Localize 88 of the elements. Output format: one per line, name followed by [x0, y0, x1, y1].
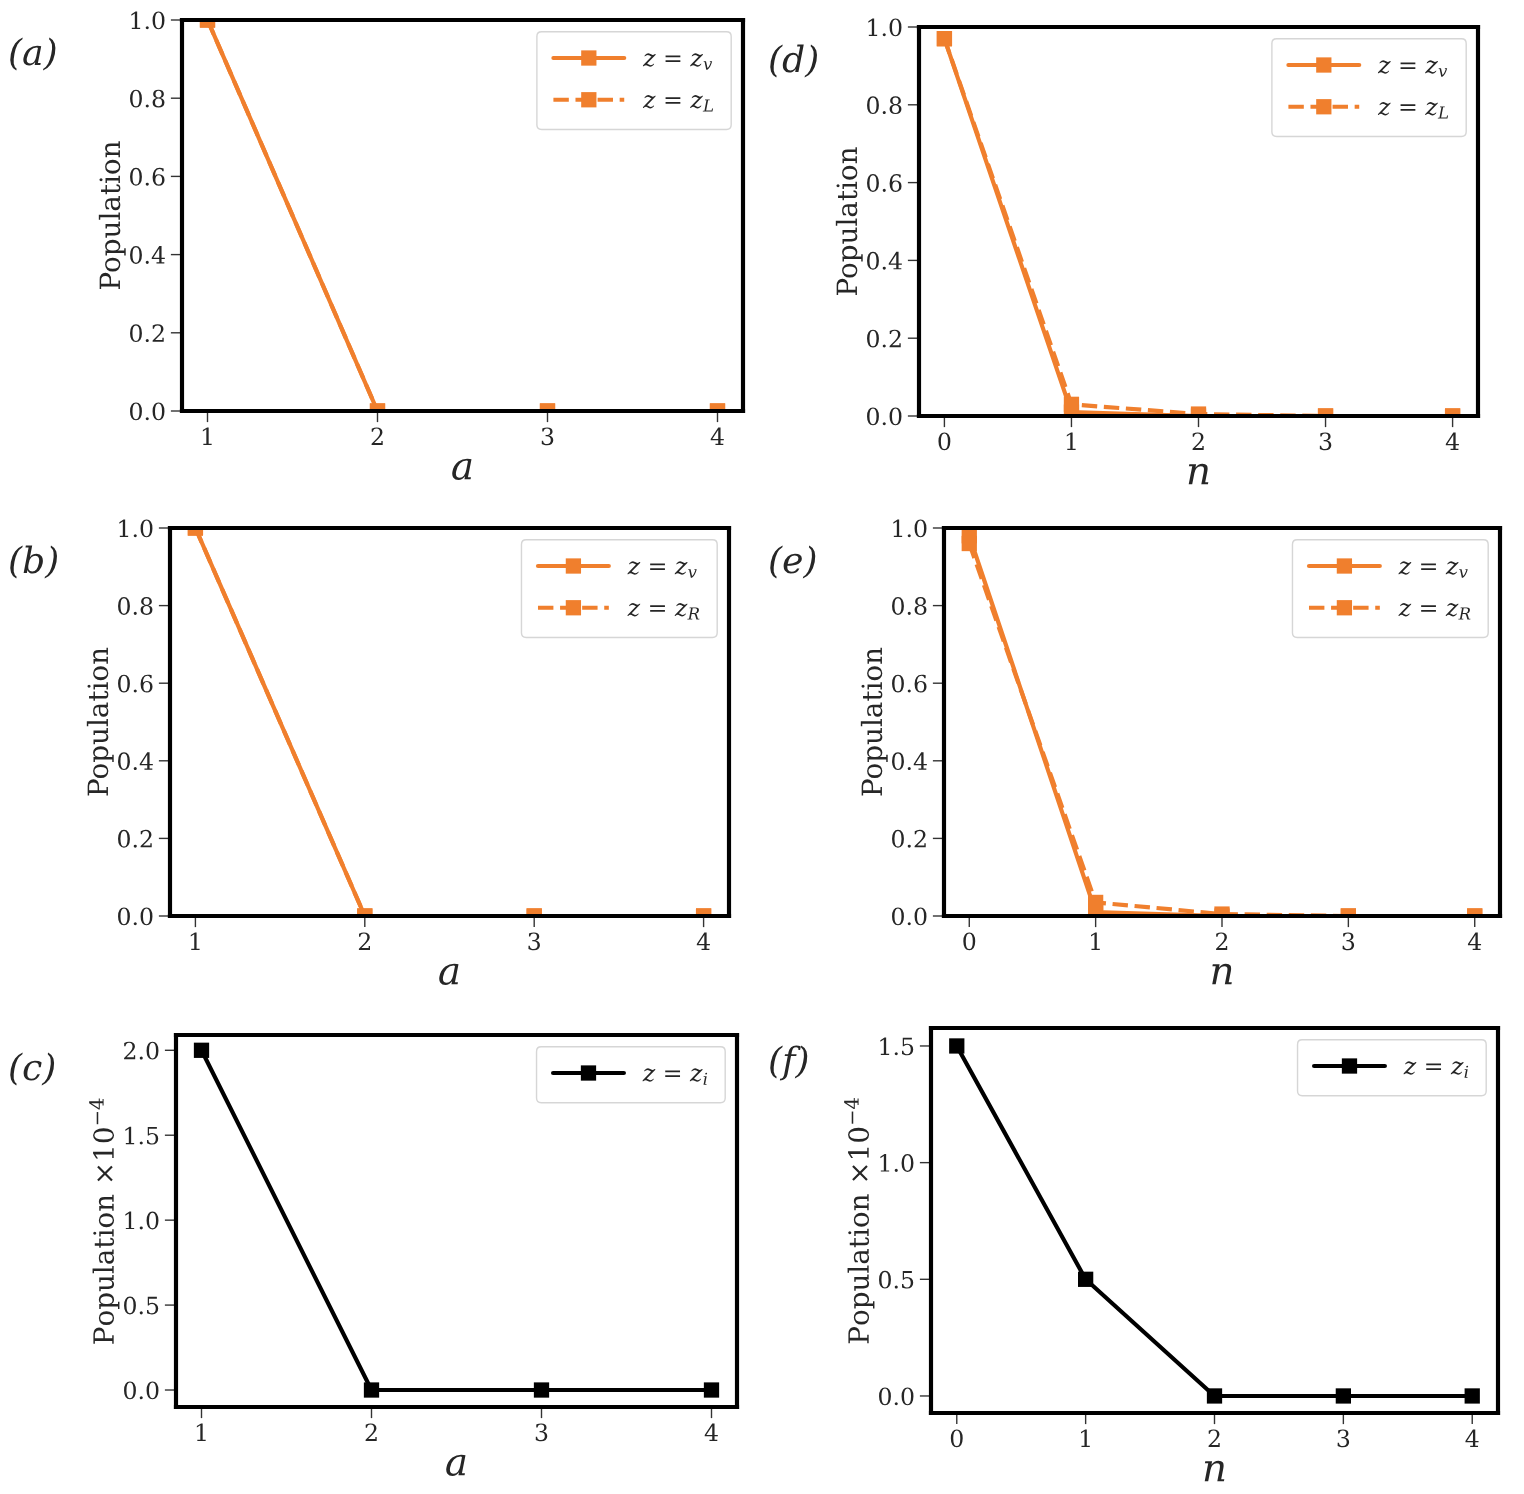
y-tick-label: 0.8: [867, 96, 902, 115]
y-tick-label: 0.4: [892, 752, 927, 771]
y-tick-label: 0.0: [130, 402, 165, 421]
y-tick-label: 0.8: [130, 89, 165, 108]
x-tick-label: 1: [1081, 1429, 1090, 1447]
text: (a): [10, 37, 56, 71]
x-tick-label: 4: [704, 1423, 718, 1441]
y-tick-label: 0.0: [867, 407, 902, 426]
legend-label: z = z$_{v}$: [1398, 561, 1468, 578]
text: (f): [770, 1045, 808, 1081]
y-tick-label: 2.0: [124, 1041, 159, 1060]
x-tick-label: 0: [963, 932, 976, 951]
x-tick-label: 2: [358, 932, 370, 950]
y-tick-label: 0.4: [130, 246, 165, 264]
x-tick-label: 1: [196, 1423, 206, 1441]
legend-label: z = z$_{R}$: [627, 603, 700, 620]
y-tick-label: 1.0: [893, 519, 927, 538]
legend-label: z = z$_{i}$: [1403, 1061, 1469, 1078]
y-tick-label: 0.2: [867, 329, 901, 348]
y-tick-label: 1.5: [125, 1126, 159, 1145]
x-tick-label: 2: [371, 427, 383, 445]
y-tick-label: 0.2: [118, 829, 152, 848]
x-tick-label: 3: [535, 1423, 548, 1442]
y-axis-title: Population: [860, 647, 888, 796]
legend-label: z = z$_{L}$: [1377, 102, 1449, 119]
x-tick-label: 0: [950, 1429, 963, 1448]
x-tick-label: 3: [1319, 432, 1332, 451]
x-axis-title: a: [439, 963, 459, 985]
x-tick-label: 3: [541, 427, 554, 446]
y-tick-label: 0.6: [892, 674, 927, 693]
y-axis-title: Population ×10$^{−4}$: [844, 1098, 875, 1344]
x-tick-label: 1: [190, 932, 200, 950]
y-tick-label: 0.2: [130, 324, 164, 343]
y-tick-label: 0.8: [892, 597, 927, 615]
x-tick-label: 1: [202, 427, 212, 445]
x-tick-label: 0: [938, 432, 951, 451]
y-tick-label: 0.6: [118, 674, 153, 693]
x-axis-title: n: [1212, 963, 1232, 985]
x-tick-label: 2: [365, 1423, 377, 1441]
legend-label: z = z$_{i}$: [642, 1068, 708, 1085]
y-tick-label: 1.0: [131, 11, 165, 30]
y-tick-label: 0.0: [118, 907, 153, 926]
y-axis-title: Population: [86, 647, 114, 796]
y-tick-label: 0.4: [867, 251, 902, 270]
y-tick-label: 0.5: [879, 1270, 914, 1289]
y-tick-label: 0.2: [892, 829, 926, 848]
x-axis-title: a: [452, 458, 472, 480]
y-tick-label: 1.0: [119, 519, 153, 538]
x-tick-label: 3: [528, 932, 540, 951]
legend-label: z = z$_{v}$: [627, 561, 697, 578]
x-tick-label: 4: [696, 932, 710, 950]
y-tick-label: 0.8: [118, 597, 153, 615]
x-tick-label: 4: [1445, 432, 1459, 450]
y-tick-label: 0.6: [867, 174, 902, 192]
legend-label: z = z$_{v}$: [1377, 60, 1448, 77]
y-tick-label: 1.0: [125, 1211, 159, 1230]
x-axis-title: n: [1204, 1460, 1225, 1482]
legend-label: z = z$_{R}$: [1398, 603, 1471, 620]
text: (c): [10, 1052, 55, 1086]
y-axis-title: Population: [835, 147, 863, 296]
y-tick-label: 0.4: [118, 752, 153, 771]
legend-label: z = z$_{v}$: [642, 53, 713, 70]
x-tick-label: 3: [1337, 1429, 1350, 1448]
y-tick-label: 1.5: [880, 1037, 914, 1056]
y-tick-label: 1.0: [880, 1154, 914, 1172]
y-tick-label: 0.0: [892, 907, 927, 926]
text: (d): [770, 44, 818, 78]
x-tick-label: 4: [1467, 932, 1482, 950]
x-tick-label: 4: [1465, 1429, 1479, 1447]
x-tick-label: 2: [1208, 1429, 1220, 1447]
x-axis-title: n: [1188, 463, 1209, 485]
text: (b): [10, 545, 58, 579]
x-tick-label: 4: [710, 427, 724, 445]
y-tick-label: 1.0: [868, 18, 902, 37]
text: (e): [770, 545, 816, 579]
y-tick-label: 0.0: [124, 1381, 159, 1400]
x-tick-label: 1: [1066, 432, 1076, 450]
x-tick-label: 3: [1342, 932, 1355, 951]
legend-label: z = z$_{L}$: [642, 95, 714, 112]
y-axis-title: Population ×10$^{−4}$: [89, 1098, 120, 1344]
y-tick-label: 0.5: [124, 1296, 159, 1315]
y-tick-label: 0.0: [879, 1387, 914, 1406]
x-tick-label: 2: [1192, 432, 1204, 450]
x-axis-title: a: [446, 1454, 466, 1476]
y-axis-title: Population: [98, 141, 126, 290]
x-tick-label: 2: [1216, 932, 1228, 950]
y-tick-label: 0.6: [130, 167, 165, 186]
x-tick-label: 1: [1091, 932, 1100, 950]
